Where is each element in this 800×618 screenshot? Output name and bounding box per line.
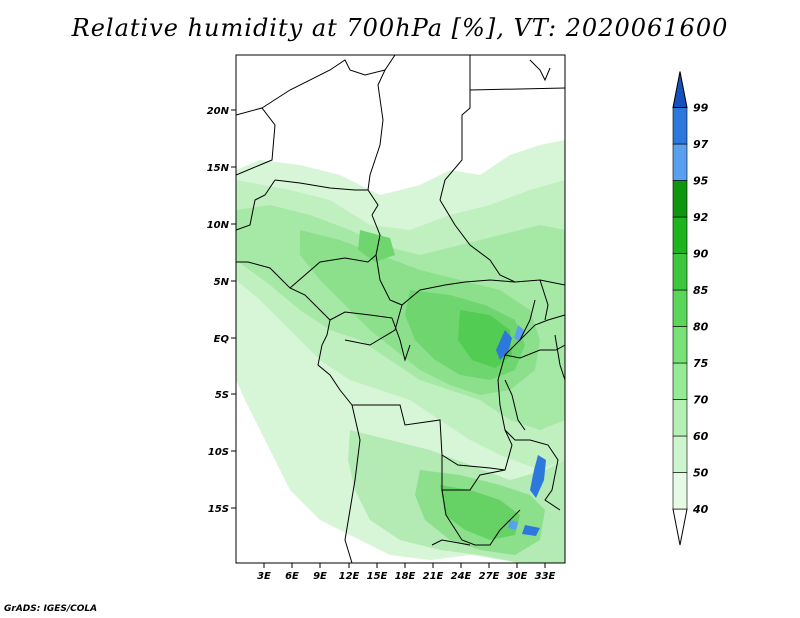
country-borders (236, 55, 565, 563)
colorbar-segment (672, 180, 688, 218)
colorbar-max-triangle (672, 71, 688, 108)
colorbar-segment (672, 326, 688, 364)
lon-label: 6E (285, 571, 299, 582)
lon-label: 12E (339, 571, 360, 582)
lon-label: 24E (451, 571, 472, 582)
lon-label: 27E (479, 571, 500, 582)
lon-label: 15E (367, 571, 388, 582)
colorbar-label: 92 (693, 211, 709, 224)
colorbar-label: 90 (693, 248, 709, 261)
colorbar-label: 75 (693, 357, 709, 370)
lon-label: 3E (257, 571, 271, 582)
colorbar-label: 99 (693, 102, 709, 115)
colorbar-segment (672, 362, 688, 400)
colorbar-segment (672, 107, 688, 145)
colorbar-label: 97 (693, 138, 709, 151)
map-title: Relative humidity at 700hPa [%], VT: 202… (71, 14, 729, 42)
lat-label: 5S (215, 390, 229, 401)
lat-label: EQ (214, 334, 230, 345)
lat-label: 15S (208, 504, 229, 515)
lon-ticks (263, 563, 546, 568)
lon-label: 21E (423, 571, 444, 582)
colorbar-label: 50 (693, 467, 709, 480)
lat-label: 10N (207, 220, 230, 231)
lon-label: 9E (313, 571, 327, 582)
map-frame (235, 54, 566, 564)
lat-label: 15N (207, 163, 230, 174)
colorbar-segment (672, 143, 688, 181)
lat-label: 10S (208, 447, 229, 458)
colorbar-label: 80 (693, 321, 709, 334)
colorbar-label: 70 (693, 394, 709, 407)
lon-label: 30E (507, 571, 528, 582)
lat-ticks (231, 109, 236, 509)
humidity-field (236, 140, 565, 563)
lon-label: 18E (395, 571, 416, 582)
colorbar-segment (672, 216, 688, 254)
lon-labels: 3E 6E 9E 12E 15E 18E 21E 24E 27E 30E 33E (257, 571, 555, 582)
lat-label: 5N (214, 277, 230, 288)
colorbar: 40 50 60 70 75 80 85 90 92 95 97 99 (672, 71, 709, 546)
grads-credit: GrADS: IGES/COLA (4, 604, 98, 614)
colorbar-label: 95 (693, 175, 709, 188)
lat-label: 20N (207, 106, 230, 117)
colorbar-segment (672, 289, 688, 327)
colorbar-label: 60 (693, 430, 709, 443)
lon-label: 33E (535, 571, 556, 582)
colorbar-segment (672, 472, 688, 510)
colorbar-segment (672, 399, 688, 437)
colorbar-segment (672, 253, 688, 291)
colorbar-segment (672, 435, 688, 473)
colorbar-label: 40 (692, 503, 709, 516)
colorbar-min-triangle (672, 508, 688, 546)
lat-labels: 20N 15N 10N 5N EQ 5S 10S 15S (207, 106, 230, 515)
colorbar-label: 85 (693, 284, 709, 297)
